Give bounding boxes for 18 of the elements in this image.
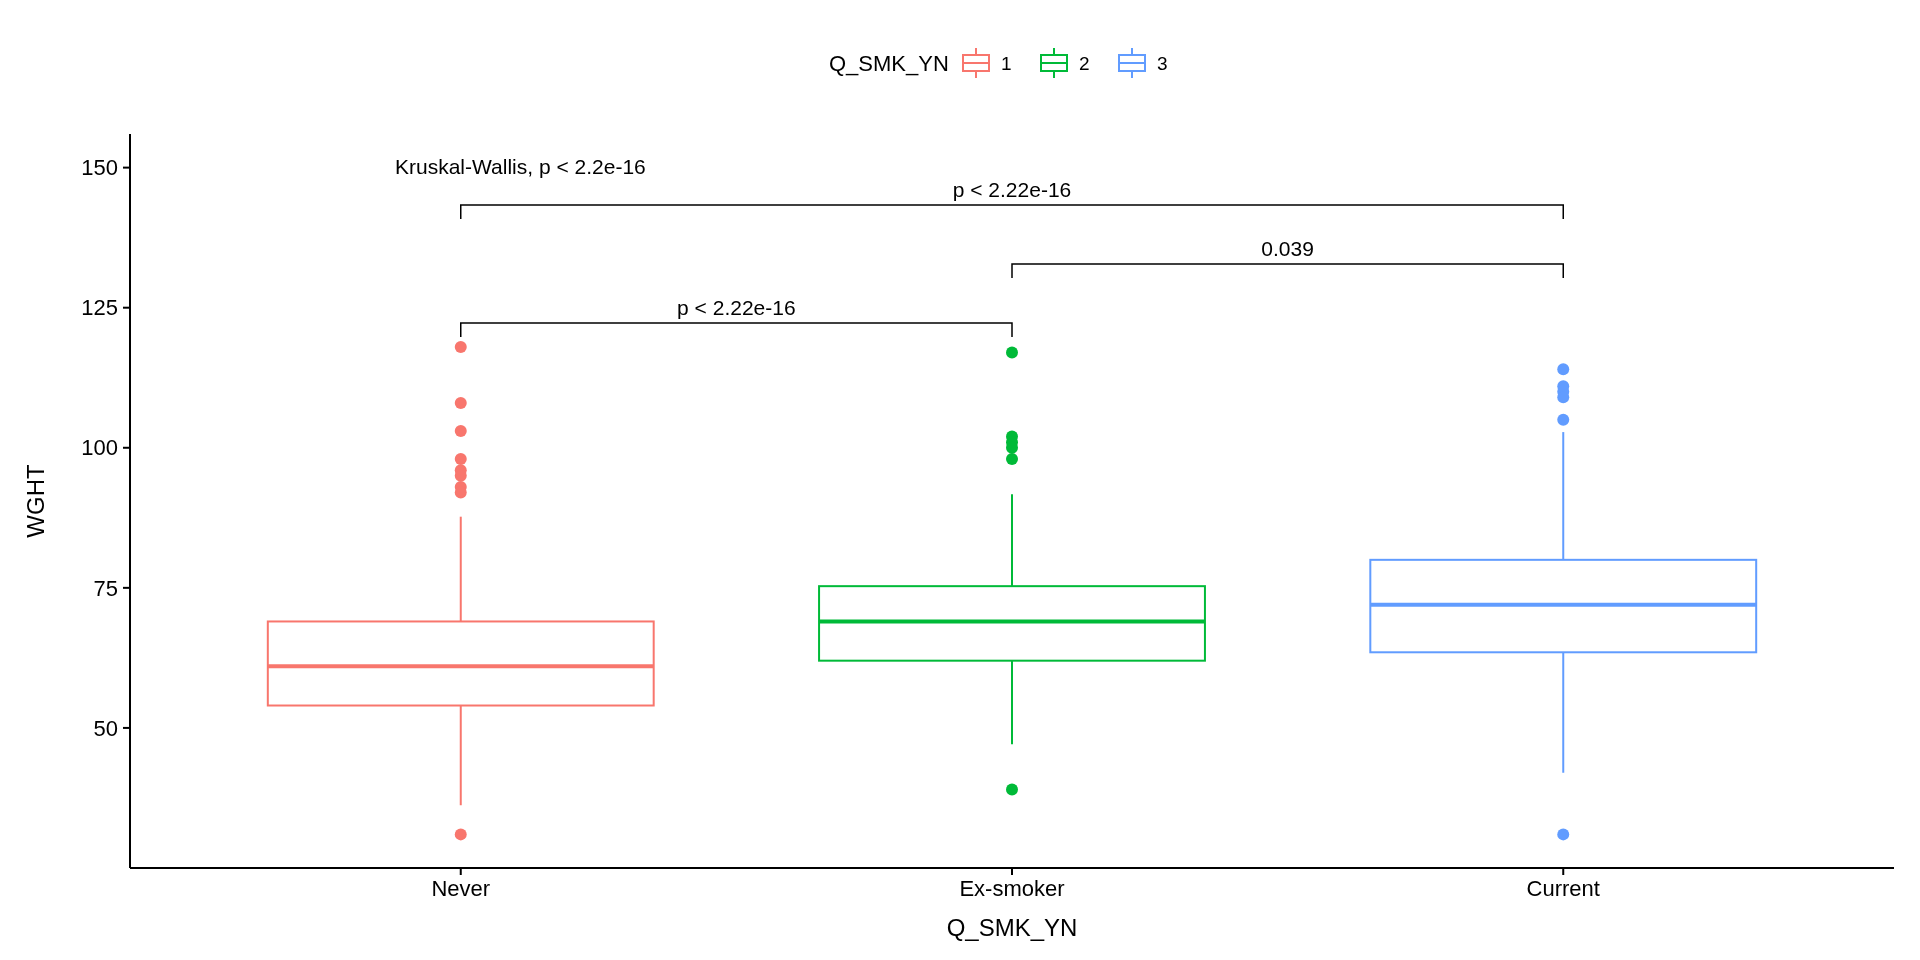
y-tick-label: 125 <box>81 295 118 321</box>
legend-title: Q_SMK_YN <box>829 50 949 76</box>
annotation: p < 2.22e-16 <box>677 296 796 319</box>
legend-label: 1 <box>1001 52 1012 74</box>
x-axis-title: Q_SMK_YN <box>946 914 1078 941</box>
annotation: 0.039 <box>1261 237 1314 260</box>
annotation: p < 2.22e-16 <box>952 178 1072 201</box>
legend-label: 2 <box>1079 52 1090 74</box>
y-tick-label: 50 <box>93 715 118 741</box>
y-tick-label: 100 <box>81 435 118 461</box>
annotation: Kruskal-Wallis, p < 2.2e-16 <box>395 155 646 179</box>
y-tick-label: 150 <box>81 155 118 181</box>
y-axis-title: WGHT <box>22 464 49 538</box>
x-tick-label: Never <box>431 876 491 901</box>
x-tick-label: Current <box>1526 876 1600 901</box>
y-tick-label: 75 <box>93 575 118 601</box>
legend-label: 3 <box>1157 52 1168 74</box>
x-tick-label: Ex-smoker <box>959 876 1065 901</box>
